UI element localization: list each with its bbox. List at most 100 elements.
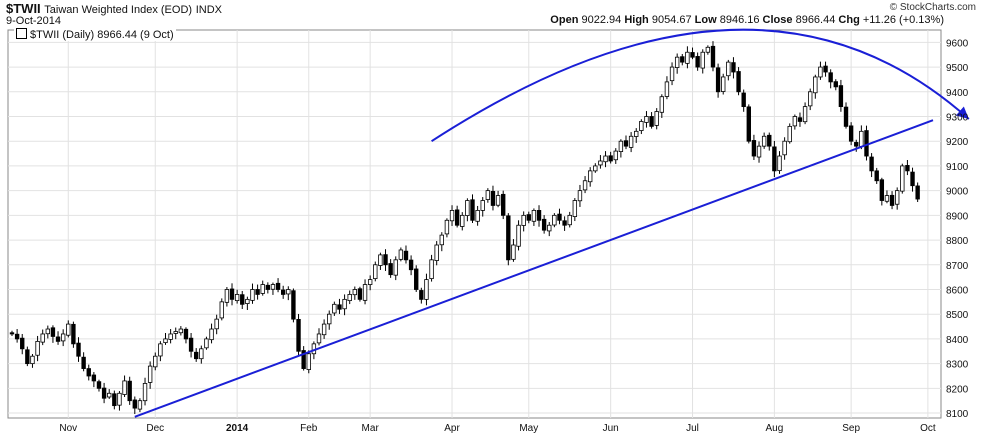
low-label: Low — [694, 14, 717, 26]
candle-down — [828, 72, 833, 83]
candle-up — [808, 91, 813, 107]
legend-label: $TWII (Daily) 8966.44 (9 Oct) — [30, 29, 174, 41]
candle-up — [306, 353, 311, 370]
candle-up — [449, 210, 455, 222]
candle-down — [526, 214, 531, 221]
chart-date: 9-Oct-2014 — [6, 15, 62, 27]
candle-down — [838, 85, 844, 108]
candle-down — [680, 56, 685, 63]
candle-up — [107, 392, 112, 398]
candle-down — [25, 349, 30, 365]
exchange: INDX — [195, 4, 222, 16]
candle-down — [14, 333, 20, 340]
index-name: Taiwan Weighted Index (EOD) — [44, 4, 193, 16]
close-value: 8966.44 — [795, 14, 836, 26]
candle-up — [434, 244, 439, 261]
candle-up — [726, 61, 731, 77]
y-axis: 8100 8200 8300 8400 8500 8600 8700 8800 8900 9000… — [946, 38, 969, 420]
candle-down — [889, 194, 895, 206]
candle-up — [45, 328, 51, 335]
candle-down — [388, 263, 393, 276]
candle-up — [362, 284, 368, 301]
candle-down — [454, 209, 460, 226]
candle-down — [864, 130, 869, 157]
y-tick-label: 8500 — [946, 310, 969, 321]
candle-up — [495, 195, 501, 206]
candle-down — [736, 71, 741, 93]
candle-down — [690, 52, 695, 58]
y-tick-label: 8700 — [946, 261, 969, 272]
y-tick-label: 8800 — [946, 236, 969, 247]
candle-up — [894, 190, 900, 205]
candle-up — [347, 294, 352, 302]
y-tick-label: 9100 — [946, 162, 969, 173]
price-candles — [9, 41, 920, 415]
candle-down — [823, 65, 828, 73]
arc-annotation — [431, 28, 970, 143]
candle-up — [761, 135, 767, 147]
candle-down — [296, 318, 301, 352]
x-tick-label: Feb — [300, 423, 318, 434]
candle-up — [429, 259, 434, 280]
candle-down — [623, 140, 629, 147]
candle-up — [60, 333, 66, 342]
candle-down — [408, 259, 414, 271]
y-tick-label: 9000 — [946, 187, 969, 198]
y-tick-label: 9400 — [946, 88, 969, 99]
candle-up — [674, 56, 680, 68]
candle-down — [91, 374, 97, 382]
candle-down — [357, 288, 363, 300]
candle-up — [460, 214, 465, 227]
candle-down — [710, 45, 716, 68]
candle-down — [280, 289, 286, 295]
candle-down — [741, 92, 746, 108]
candle-down — [291, 290, 296, 320]
candle-down — [20, 337, 25, 350]
candle-up — [813, 76, 818, 94]
candle-down — [194, 351, 199, 360]
candle-up — [531, 210, 537, 222]
candle-up — [163, 338, 168, 344]
candle-up — [700, 51, 705, 69]
chg-label: Chg — [838, 14, 860, 26]
candle-up — [367, 279, 373, 285]
candle-up — [593, 165, 598, 172]
y-tick-label: 8200 — [946, 384, 969, 395]
candle-up — [142, 383, 148, 402]
candle-down — [874, 170, 879, 182]
candle-down — [772, 146, 777, 172]
candle-up — [639, 121, 644, 131]
candle-up — [792, 116, 798, 127]
candle-up — [613, 150, 618, 161]
candle-up — [659, 96, 665, 113]
candle-up — [398, 249, 404, 260]
candle-up — [572, 200, 578, 217]
candle-down — [536, 210, 542, 221]
candle-down — [608, 155, 613, 162]
candle-up — [147, 365, 153, 383]
candle-up — [669, 66, 675, 82]
candle-up — [199, 348, 204, 360]
candle-up — [644, 116, 649, 123]
candle-up — [40, 333, 45, 343]
y-tick-label: 9200 — [946, 137, 969, 148]
high-label: High — [624, 14, 649, 26]
x-tick-label: Jun — [603, 423, 619, 434]
candle-down — [541, 218, 547, 231]
candle-up — [567, 214, 572, 226]
x-tick-label: Jul — [686, 423, 699, 434]
candle-up — [168, 333, 173, 340]
candle-up — [30, 355, 35, 365]
trendline — [134, 119, 934, 418]
candle-up — [444, 219, 450, 235]
series-legend: $TWII (Daily) 8966.44 (9 Oct) — [14, 28, 176, 41]
candle-up — [634, 130, 639, 137]
ohlc-readout: Open 9022.94 High 9054.67 Low 8946.16 Cl… — [550, 14, 944, 26]
candle-down — [869, 156, 874, 172]
candle-down — [229, 288, 235, 300]
stockcharts-credit[interactable]: © StockCharts.com — [889, 2, 976, 13]
candle-down — [767, 134, 772, 147]
candle-up — [224, 289, 230, 303]
x-tick-label: Oct — [920, 423, 936, 434]
